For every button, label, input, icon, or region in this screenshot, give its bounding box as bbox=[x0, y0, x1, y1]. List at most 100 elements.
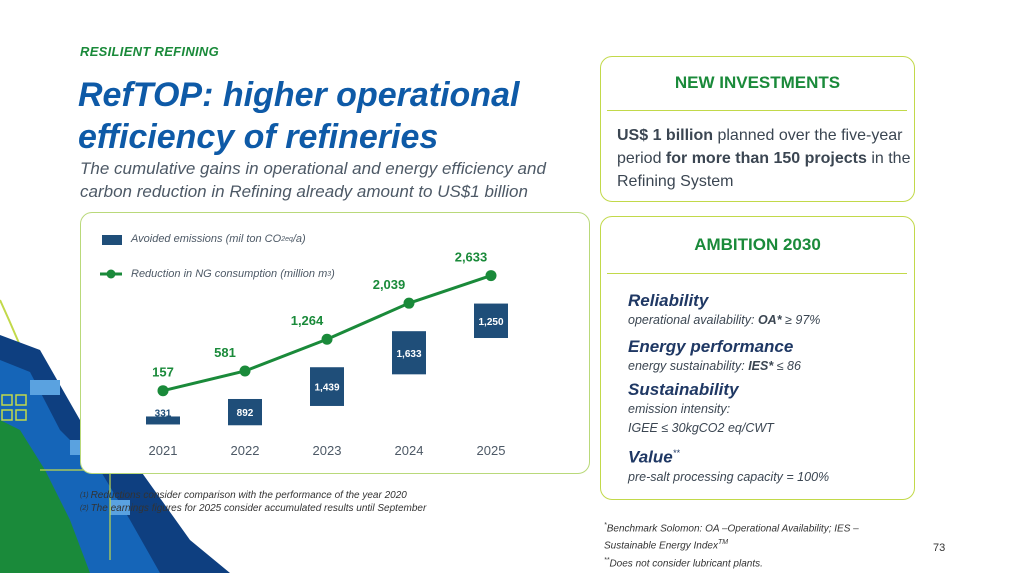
x-tick-label: 2021 bbox=[149, 443, 178, 458]
line-value-label: 1,264 bbox=[291, 313, 324, 328]
benchmark-mark2: ** bbox=[604, 556, 610, 564]
bar-2021 bbox=[146, 416, 180, 425]
benchmark-line2-sup: TM bbox=[717, 539, 729, 547]
new-investments-heading: NEW INVESTMENTS bbox=[674, 73, 841, 92]
ambition-item-desc-line1: emission intensity: bbox=[628, 402, 731, 416]
chart-panel bbox=[80, 212, 590, 474]
value-title: Value bbox=[628, 447, 673, 467]
desc-bold: OA* bbox=[757, 313, 782, 327]
bar-value-label: 1,250 bbox=[478, 317, 503, 328]
benchmark-line2-text: Sustainable Energy Index bbox=[604, 540, 718, 552]
ambition-item-desc-line2: IGEE ≤ 30kgCO2 eq/CWT bbox=[628, 421, 774, 435]
legend-line-label-prefix: Reduction in NG consumption (million m bbox=[131, 268, 328, 280]
bar-value-label: 1,439 bbox=[314, 383, 339, 394]
page-number: 73 bbox=[933, 542, 946, 554]
bar-value-label: 892 bbox=[237, 408, 254, 419]
legend-line-label: Reduction in NG consumption (million m 3) bbox=[131, 268, 335, 280]
desc-prefix: energy sustainability: bbox=[628, 359, 749, 373]
legend-line-label-suffix: ) bbox=[331, 268, 335, 280]
pixel-square bbox=[15, 394, 27, 406]
ambition-item-desc: pre-salt processing capacity = 100% bbox=[628, 469, 830, 484]
pixel-square bbox=[15, 409, 27, 421]
footnote-2-mark: (2) bbox=[80, 505, 89, 512]
ambition-item-energy: Energy performance energy sustainability… bbox=[628, 336, 801, 376]
combo-chart: 331 2021 892 2022 1,439 2023 1,633 2024 1,250 202… bbox=[100, 250, 508, 458]
legend-bar-label-suffix: /a) bbox=[292, 233, 306, 245]
x-tick-label: 2024 bbox=[395, 443, 424, 458]
ng-reduction-point bbox=[157, 385, 169, 397]
new-investments-text: US$ 1 billion planned over the five-year… bbox=[617, 124, 912, 193]
value-title-sup: ** bbox=[672, 448, 680, 458]
line-value-label: 157 bbox=[152, 365, 174, 380]
ambition-item-sustainability: Sustainability emission intensity: IGEE … bbox=[628, 379, 774, 438]
divider bbox=[607, 273, 907, 274]
ambition-item-title: Energy performance bbox=[628, 337, 794, 356]
desc-bold: IES* bbox=[748, 359, 774, 373]
ambition-item-reliability: Reliability operational availability: OA… bbox=[628, 290, 820, 330]
page-title: RefTOP: higher operational efficiency of… bbox=[78, 74, 598, 158]
bar-value-label: 1,633 bbox=[396, 349, 421, 360]
benchmark-line2: Sustainable Energy IndexTM bbox=[604, 536, 914, 553]
desc-suffix: ≤ 86 bbox=[773, 359, 801, 373]
benchmark-line1: *Benchmark Solomon: OA –Operational Avai… bbox=[604, 519, 914, 536]
desc-prefix: operational availability: bbox=[628, 313, 758, 327]
ambition-item-title: Sustainability bbox=[628, 380, 739, 399]
ng-reduction-point bbox=[239, 365, 251, 377]
benchmark-line1-text: Benchmark Solomon: OA –Operational Avail… bbox=[606, 523, 859, 535]
ambition-item-value: Value** pre-salt processing capacity = 1… bbox=[628, 443, 829, 487]
benchmark-line3-text: Does not consider lubricant plants. bbox=[609, 557, 763, 569]
benchmark-mark: * bbox=[604, 522, 607, 529]
footnote-1-text: Reductions consider comparison with the … bbox=[90, 490, 407, 501]
ambition-heading: AMBITION 2030 bbox=[694, 235, 821, 254]
x-tick-label: 2025 bbox=[477, 443, 506, 458]
ambition-item-desc: energy sustainability: IES* ≤ 86 bbox=[628, 357, 801, 376]
ambition-2030-card: AMBITION 2030 Reliability operational av… bbox=[600, 216, 915, 500]
ng-reduction-point bbox=[321, 333, 333, 345]
new-investments-card: NEW INVESTMENTS US$ 1 billion planned ov… bbox=[600, 56, 915, 202]
footnote-1-mark: (1) bbox=[80, 492, 89, 499]
line-value-label: 2,633 bbox=[455, 250, 488, 265]
ambition-item-title: Value** bbox=[628, 443, 829, 468]
bar-value-label: 331 bbox=[155, 408, 172, 419]
x-tick-label: 2023 bbox=[313, 443, 342, 458]
page-title-line1: RefTOP: higher operational bbox=[78, 76, 520, 114]
pixel-square bbox=[1, 394, 13, 406]
bar-2022 bbox=[228, 398, 262, 426]
section-label: RESILIENT REFINING bbox=[80, 44, 220, 59]
pixel-mosaic-green bbox=[0, 420, 90, 573]
ambition-item-desc: operational availability: OA* ≥ 97% bbox=[628, 311, 820, 330]
subtitle-line2: carbon reduction in Refining already amo… bbox=[80, 182, 528, 201]
ng-reduction-point bbox=[485, 270, 497, 282]
pixel-line bbox=[40, 469, 111, 560]
chart-footnotes: (1) Reductions consider comparison with t… bbox=[80, 489, 426, 515]
legend-bar-label-sub: 2eq bbox=[281, 235, 293, 243]
ambition-item-title: Reliability bbox=[628, 291, 709, 310]
bar-2025 bbox=[474, 303, 508, 339]
footnote-2: (2) The earnings figures for 2025 conside… bbox=[80, 502, 426, 515]
investment-text-1: planned over the five-year period bbox=[617, 127, 903, 167]
x-tick-label: 2022 bbox=[231, 443, 260, 458]
pixel-square bbox=[1, 409, 13, 421]
benchmark-note: *Benchmark Solomon: OA –Operational Avai… bbox=[604, 519, 914, 571]
subtitle: The cumulative gains in operational and … bbox=[80, 157, 610, 203]
benchmark-line3: **Does not consider lubricant plants. bbox=[604, 554, 914, 571]
divider bbox=[607, 110, 907, 111]
line-value-label: 581 bbox=[214, 345, 236, 360]
legend-bar-swatch bbox=[102, 235, 122, 245]
page-title-line2: efficiency of refineries bbox=[78, 118, 439, 156]
bar-2024 bbox=[392, 331, 426, 375]
ng-reduction-point bbox=[403, 297, 415, 309]
investment-text-2: in the Refining System bbox=[617, 150, 911, 190]
footnote-2-text: The earnings figures for 2025 consider a… bbox=[90, 503, 427, 514]
legend-bar-label: Avoided emissions (mil ton CO 2eq/a) bbox=[131, 233, 306, 245]
footnote-1: (1) Reductions consider comparison with t… bbox=[80, 489, 426, 502]
legend-bar-label-prefix: Avoided emissions (mil ton CO bbox=[131, 233, 282, 245]
investment-projects: for more than 150 projects bbox=[665, 150, 867, 167]
desc-suffix: ≥ 97% bbox=[781, 313, 821, 327]
bar-2023 bbox=[310, 367, 344, 406]
legend-line-marker bbox=[106, 269, 116, 279]
legend-line-label-sup: 3 bbox=[327, 270, 332, 278]
line-value-label: 2,039 bbox=[373, 277, 406, 292]
investment-amount: US$ 1 billion bbox=[617, 127, 714, 144]
subtitle-line1: The cumulative gains in operational and … bbox=[80, 159, 546, 178]
